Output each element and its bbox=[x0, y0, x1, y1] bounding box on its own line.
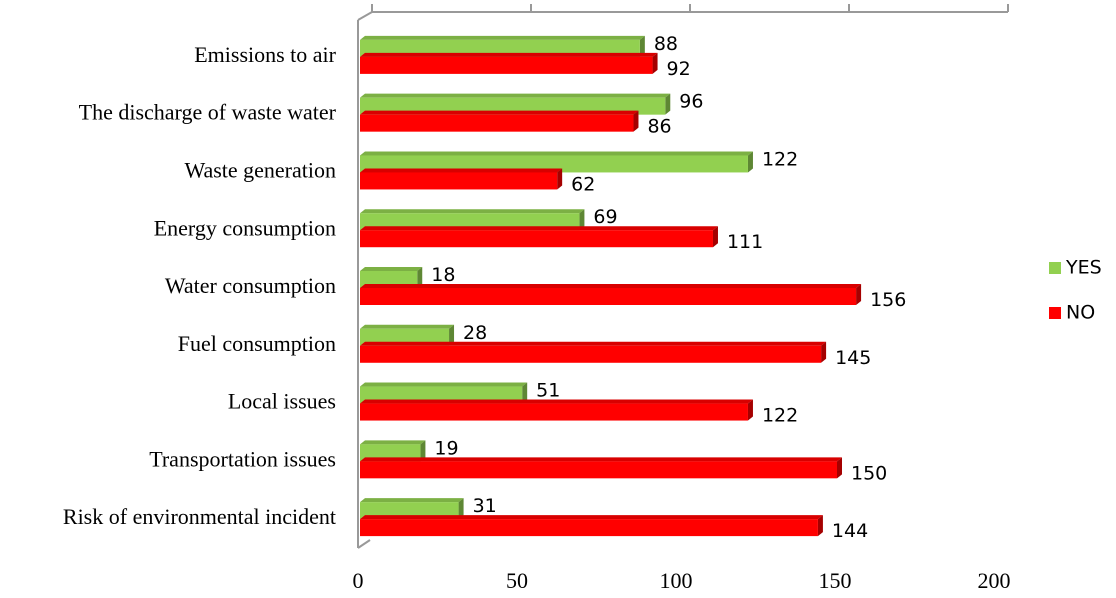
bar-top bbox=[360, 324, 455, 329]
bar bbox=[360, 288, 857, 305]
bar-top bbox=[360, 440, 426, 445]
bar-side bbox=[747, 399, 753, 421]
y-tick-label: Energy consumption bbox=[154, 215, 336, 240]
bar bbox=[360, 461, 837, 479]
bar bbox=[360, 444, 421, 462]
bar bbox=[360, 114, 634, 132]
bar bbox=[360, 230, 713, 248]
bar bbox=[360, 271, 418, 288]
bar bbox=[360, 345, 822, 363]
bar-top bbox=[360, 284, 862, 288]
y-tick-label: The discharge of waste water bbox=[79, 100, 337, 125]
value-label: 19 bbox=[434, 437, 458, 459]
y-tick-label: Water consumption bbox=[165, 273, 336, 298]
value-label: 122 bbox=[762, 405, 798, 427]
bar-side bbox=[652, 52, 658, 74]
bar-side bbox=[665, 93, 671, 115]
bar-top bbox=[360, 151, 753, 156]
value-label: 122 bbox=[762, 148, 798, 170]
axis-corner bbox=[357, 11, 373, 21]
bar-side bbox=[522, 382, 528, 404]
bar-top bbox=[360, 110, 639, 115]
bar-side bbox=[856, 284, 862, 305]
bar-side bbox=[557, 168, 563, 190]
bar-top bbox=[360, 457, 842, 462]
bar bbox=[360, 213, 580, 231]
y-tick-label: Fuel consumption bbox=[178, 331, 336, 356]
value-label: 31 bbox=[473, 495, 497, 517]
bar-side bbox=[837, 457, 842, 479]
x-tick-label: 100 bbox=[660, 568, 693, 593]
value-label: 92 bbox=[667, 58, 691, 80]
value-label: 88 bbox=[654, 33, 678, 55]
bar-top bbox=[360, 267, 423, 271]
bar-side bbox=[420, 440, 426, 462]
value-label: 51 bbox=[536, 380, 560, 402]
bar bbox=[360, 172, 558, 190]
bar-side bbox=[821, 341, 827, 363]
bar-top bbox=[360, 209, 585, 214]
value-label: 28 bbox=[463, 322, 487, 344]
value-label: 156 bbox=[870, 289, 906, 311]
bar bbox=[360, 386, 523, 404]
bar-top bbox=[360, 515, 823, 520]
bar-top bbox=[360, 382, 528, 387]
value-label: 145 bbox=[835, 347, 871, 369]
value-label: 96 bbox=[679, 91, 703, 113]
legend-label: YES bbox=[1065, 257, 1102, 279]
y-tick-label: Transportation issues bbox=[149, 446, 336, 471]
value-label: 86 bbox=[647, 116, 671, 138]
legend-swatch bbox=[1049, 262, 1061, 274]
bar-side bbox=[579, 209, 585, 231]
bar bbox=[360, 502, 459, 520]
x-tick-label: 50 bbox=[506, 568, 528, 593]
x-tick-label: 0 bbox=[353, 568, 364, 593]
x-tick-label: 150 bbox=[819, 568, 852, 593]
value-label: 111 bbox=[727, 231, 763, 253]
bar-top bbox=[360, 52, 658, 57]
bar-side bbox=[417, 267, 423, 288]
y-tick-label: Risk of environmental incident bbox=[63, 504, 336, 529]
y-tick-label: Emissions to air bbox=[194, 42, 336, 67]
bar-side bbox=[633, 110, 639, 132]
bar-side bbox=[449, 324, 455, 346]
bar-side bbox=[817, 515, 823, 537]
bar-side bbox=[747, 151, 753, 173]
bar-top bbox=[360, 226, 718, 231]
bar-top bbox=[360, 399, 753, 404]
bar-side bbox=[639, 35, 645, 57]
value-label: 18 bbox=[431, 264, 455, 286]
bar bbox=[360, 39, 640, 57]
bar bbox=[360, 97, 666, 115]
value-label: 150 bbox=[851, 462, 887, 484]
y-tick-label: Local issues bbox=[228, 389, 336, 414]
bar-top bbox=[360, 168, 563, 173]
bar-top bbox=[360, 341, 827, 346]
bar bbox=[360, 328, 450, 346]
bar-top bbox=[360, 93, 671, 98]
bar bbox=[360, 403, 748, 421]
legend-swatch bbox=[1049, 307, 1061, 319]
bar-top bbox=[360, 498, 464, 503]
value-label: 144 bbox=[832, 520, 868, 542]
bar bbox=[360, 56, 653, 74]
bar bbox=[360, 519, 818, 537]
bar-side bbox=[458, 498, 464, 520]
value-label: 69 bbox=[593, 206, 617, 228]
axis-corner bbox=[357, 539, 371, 549]
value-label: 62 bbox=[571, 173, 595, 195]
bar bbox=[360, 155, 748, 173]
x-tick-label: 200 bbox=[978, 568, 1011, 593]
y-tick-label: Waste generation bbox=[184, 157, 336, 182]
legend-label: NO bbox=[1066, 302, 1095, 324]
bar-side bbox=[712, 226, 718, 248]
bar-top bbox=[360, 35, 645, 40]
